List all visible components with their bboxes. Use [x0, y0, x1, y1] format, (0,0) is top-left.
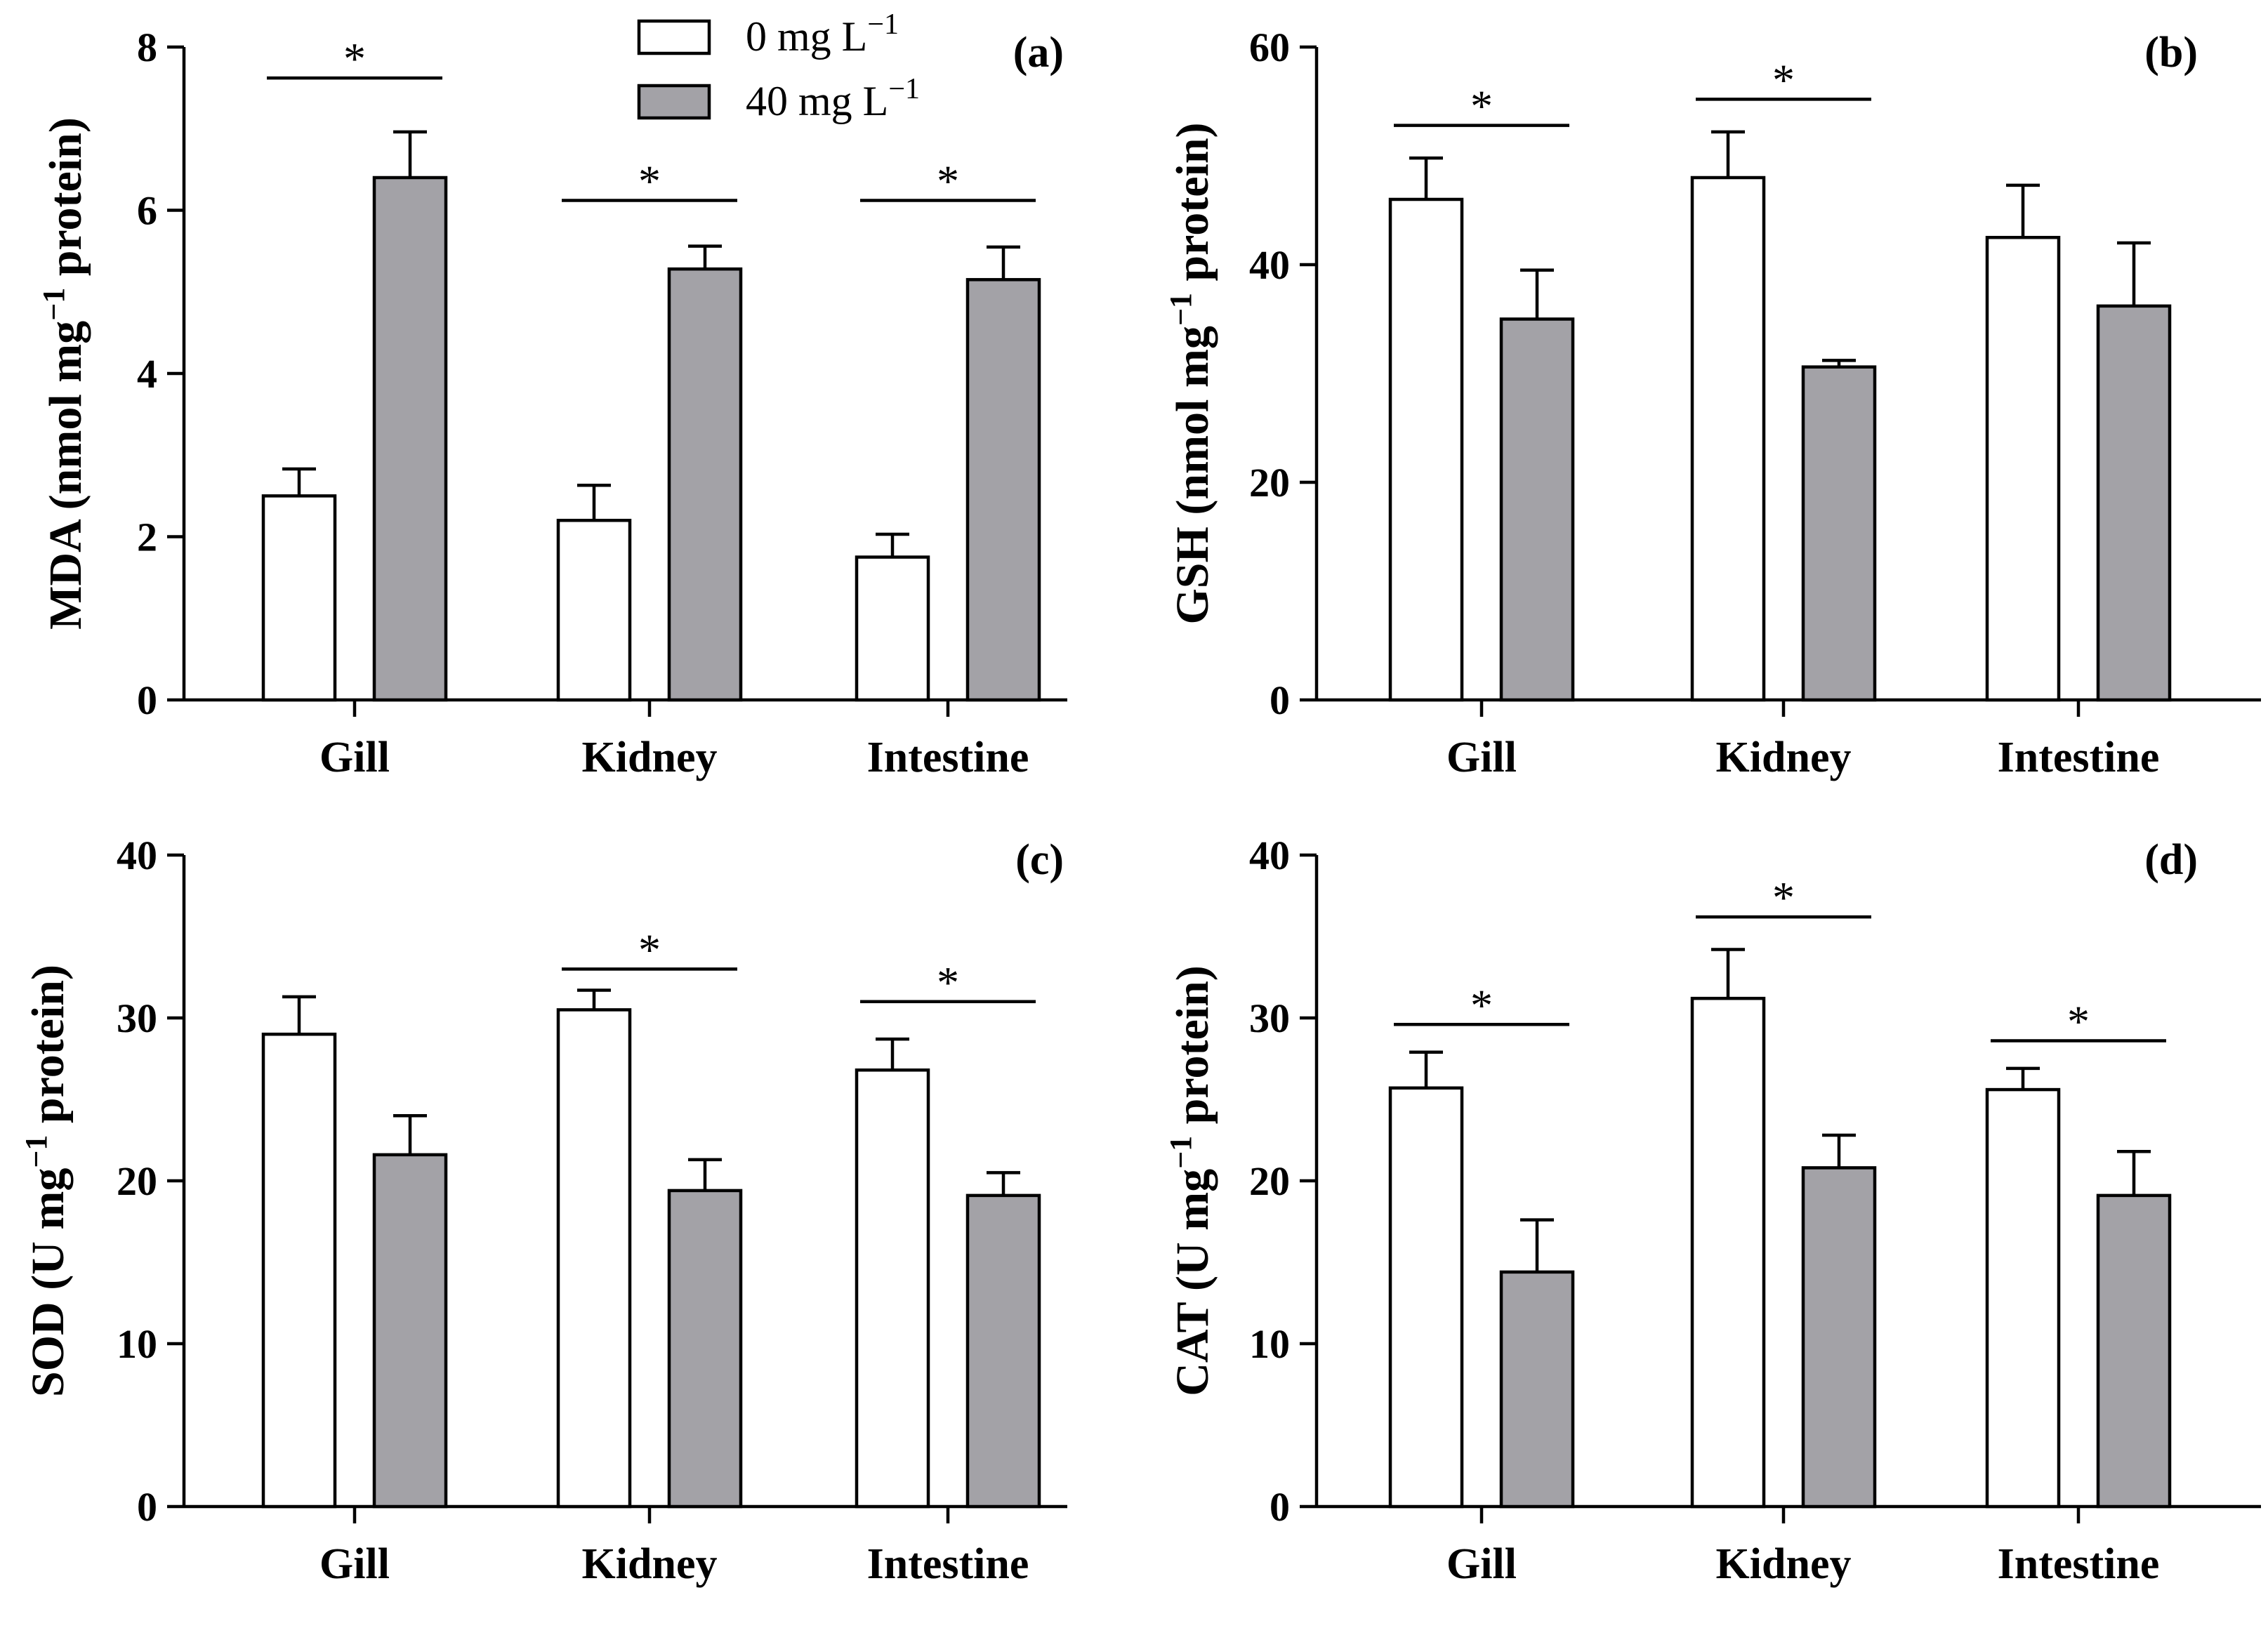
bar-control-gill: [1388, 197, 1464, 702]
bar-control-gill: [261, 494, 337, 702]
significance-star: *: [2067, 996, 2090, 1046]
bar-control-gill: [1388, 1086, 1464, 1509]
bar-treated-kidney: [667, 1189, 743, 1509]
panel-c: 0 10 20 30 40 Gill Kidney Intestine * * (c) SOD (U …: [19, 833, 1067, 1588]
legend-label-control: 0 mg L−1: [746, 8, 899, 60]
significance-star: *: [343, 34, 366, 84]
bar-treated-intestine: [965, 278, 1041, 702]
y-tick-label: 30: [117, 995, 157, 1041]
legend-swatch-control: [637, 19, 711, 55]
panel-tag: (a): [1013, 29, 1064, 77]
bar-treated-intestine: [2096, 1193, 2172, 1509]
bar-control-kidney: [1690, 176, 1766, 702]
panel-d: 0 10 20 30 40 Gill Kidney Intestine * * * (d) CAT (U…: [1163, 833, 2261, 1588]
panel-tag: (b): [2144, 29, 2198, 77]
significance-star: *: [638, 157, 661, 206]
x-category-label: Intestine: [1998, 734, 2160, 781]
bar-treated-kidney: [1801, 365, 1877, 702]
y-tick-label: 2: [137, 515, 157, 560]
x-category-label: Kidney: [1716, 734, 1852, 781]
legend: 0 mg L−1 40 mg L−1: [637, 8, 920, 124]
legend-label-treated: 40 mg L−1: [746, 73, 920, 124]
bar-control-gill: [261, 1032, 337, 1509]
y-tick-label: 20: [117, 1158, 157, 1204]
y-tick-label: 60: [1249, 25, 1290, 70]
x-category-label: Intestine: [867, 734, 1029, 781]
bar-control-kidney: [556, 519, 632, 702]
x-category-label: Gill: [319, 734, 390, 781]
y-tick-label: 20: [1249, 460, 1290, 505]
bar-treated-intestine: [2096, 304, 2172, 702]
x-category-label: Gill: [1446, 1540, 1517, 1588]
significance-star: *: [937, 958, 959, 1007]
y-tick-label: 0: [137, 677, 157, 723]
significance-star: *: [1772, 55, 1795, 105]
y-tick-label: 40: [117, 833, 157, 878]
bar-treated-gill: [1499, 317, 1575, 702]
bar-treated-gill: [372, 1153, 448, 1509]
x-category-label: Gill: [319, 1540, 390, 1588]
y-tick-label: 0: [1270, 677, 1290, 723]
legend-swatch-treated: [637, 84, 711, 120]
bar-control-intestine: [855, 555, 930, 702]
bar-treated-gill: [372, 176, 448, 702]
y-axis-title: MDA (nmol mg−1 protein): [37, 117, 91, 630]
significance-star: *: [1772, 873, 1795, 922]
x-category-label: Gill: [1446, 734, 1517, 781]
y-axis-title: GSH (nmol mg−1 protein): [1163, 122, 1218, 624]
y-tick-label: 40: [1249, 242, 1290, 288]
panel-tag: (c): [1015, 836, 1064, 884]
bar-control-intestine: [1985, 236, 2061, 702]
panel-tag: (d): [2144, 836, 2198, 884]
y-tick-label: 10: [1249, 1321, 1290, 1367]
y-tick-label: 6: [137, 188, 157, 234]
y-tick-label: 30: [1249, 995, 1290, 1041]
y-tick-label: 0: [1270, 1484, 1290, 1530]
significance-star: *: [937, 157, 959, 206]
x-category-label: Kidney: [582, 734, 718, 781]
x-category-label: Intestine: [867, 1540, 1029, 1588]
panel-a: 0 2 4 6 8 Gill Kidney Intestine * * * (a) MDA (nmol …: [37, 25, 1067, 781]
bar-treated-kidney: [1801, 1166, 1877, 1509]
bar-control-kidney: [556, 1008, 632, 1509]
bar-control-kidney: [1690, 996, 1766, 1509]
x-category-label: Kidney: [582, 1540, 718, 1588]
bar-control-intestine: [855, 1068, 930, 1509]
significance-star: *: [1470, 81, 1493, 131]
y-axis-title: SOD (U mg−1 protein): [19, 965, 74, 1397]
bar-control-intestine: [1985, 1087, 2061, 1509]
x-category-label: Kidney: [1716, 1540, 1852, 1588]
y-tick-label: 0: [137, 1484, 157, 1530]
y-tick-label: 20: [1249, 1158, 1290, 1204]
y-tick-label: 10: [117, 1321, 157, 1367]
y-tick-label: 8: [137, 25, 157, 70]
bar-treated-gill: [1499, 1270, 1575, 1509]
x-category-label: Intestine: [1998, 1540, 2160, 1588]
y-tick-label: 4: [137, 351, 157, 397]
panel-b: 0 20 40 60 Gill Kidney Intestine * * (b) GSH (nmol…: [1163, 25, 2261, 781]
significance-star: *: [638, 925, 661, 974]
bar-treated-intestine: [965, 1193, 1041, 1509]
y-axis-title: CAT (U mg−1 protein): [1163, 965, 1218, 1396]
bar-treated-kidney: [667, 267, 743, 702]
significance-star: *: [1470, 980, 1493, 1030]
y-tick-label: 40: [1249, 833, 1290, 878]
